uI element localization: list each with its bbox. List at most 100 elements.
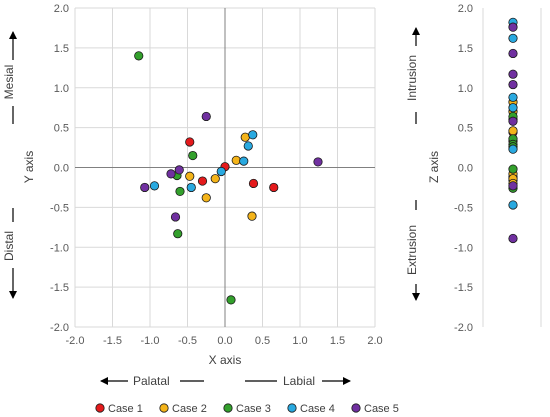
z-tick-label: -2.0: [454, 322, 473, 334]
scatter-point-case-4: [186, 182, 196, 193]
strip-point-case-5: [508, 22, 518, 32]
strip-point-case-5: [508, 69, 518, 79]
legend-marker: [287, 403, 297, 413]
strip-point-case-4: [508, 33, 518, 43]
scatter-point-case-5: [170, 212, 181, 222]
strip-point-case-4: [508, 92, 518, 102]
legend-item: Case 3: [223, 403, 271, 415]
mesial-label: Mesial: [2, 65, 16, 100]
legend-marker: [351, 403, 361, 413]
z-tick-label: -1.5: [454, 282, 473, 294]
intrusion-label: Intrusion: [405, 55, 419, 101]
scatter-y-tick-labels: -2.0 -1.5 -1.0 -0.5 0.0 0.5 1.0 1.5 2.0: [50, 3, 69, 334]
legend-label: Case 4: [300, 403, 335, 415]
scatter-point-case-1: [185, 137, 195, 147]
legend-label: Case 3: [236, 403, 271, 415]
strip-point-case-5: [508, 233, 518, 244]
strip-point-case-2: [508, 126, 518, 136]
scatter-point-case-2: [210, 174, 220, 184]
z-tick-label: 0.0: [458, 163, 473, 175]
scatter-point-case-3: [188, 150, 198, 161]
scatter-point-case-5: [140, 182, 150, 193]
x-tick-label: -1.5: [103, 335, 122, 347]
scatter-point-case-3: [226, 295, 236, 305]
scatter-point-case-5: [166, 169, 176, 179]
labial-label: Labial: [283, 374, 315, 388]
scatter-point-case-4: [248, 130, 258, 140]
scatter-point-case-2: [201, 193, 211, 203]
strip-point-case-5: [508, 181, 518, 191]
y-tick-label: -0.5: [50, 202, 69, 214]
strip-point-case-3: [508, 164, 518, 174]
z-tick-label: 1.5: [458, 43, 473, 55]
legend-marker: [95, 403, 105, 413]
scatter-point-case-5: [201, 111, 211, 122]
scatter-point-case-2: [247, 211, 257, 221]
legend-item: Case 5: [351, 403, 399, 415]
scatter-plot-xy: -2.0 -1.5 -1.0 -0.5 0.0 0.5 1.0 1.5 2.0 -2.0 -1.5…: [22, 3, 383, 367]
legend-label: Case 5: [364, 403, 399, 415]
extrusion-label: Extrusion: [405, 225, 419, 275]
strip-point-case-4: [508, 200, 518, 210]
scatter-x-tick-labels: -2.0 -1.5 -1.0 -0.5 0.0 0.5 1.0 1.5 2.0: [66, 335, 383, 347]
strip-plot-z: -2.0 -1.5 -1.0 -0.5 0.0 0.5 1.0 1.5 2.0 Z axis: [427, 3, 542, 334]
strip-point-case-4: [508, 103, 518, 113]
strip-frame: [482, 8, 542, 327]
direction-annotations: Mesial Distal Palatal Labial: [2, 31, 351, 388]
y-axis-title: Y axis: [22, 151, 36, 183]
scatter-point-case-2: [231, 155, 241, 165]
scatter-points: [134, 51, 323, 305]
legend: Case 1 Case 2 Case 3 Case 4 Case 5: [95, 403, 399, 415]
y-tick-label: 0.5: [54, 123, 69, 135]
legend-item: Case 2: [159, 403, 207, 415]
z-tick-label: 0.5: [458, 123, 473, 135]
legend-marker: [159, 403, 169, 413]
scatter-point-case-3: [175, 186, 185, 197]
legend-label: Case 1: [108, 403, 143, 415]
scatter-point-case-4: [239, 156, 249, 166]
z-tick-labels: -2.0 -1.5 -1.0 -0.5 0.0 0.5 1.0 1.5 2.0: [454, 3, 473, 334]
y-tick-label: -1.5: [50, 282, 69, 294]
scatter-point-case-1: [248, 178, 259, 189]
x-tick-label: 2.0: [367, 335, 382, 347]
y-tick-label: 2.0: [54, 3, 69, 15]
strip-point-case-5: [508, 48, 518, 59]
z-axis-title: Z axis: [427, 151, 441, 183]
palatal-label: Palatal: [133, 374, 170, 388]
legend-item: Case 1: [95, 403, 143, 415]
legend-marker: [223, 403, 233, 413]
legend-label: Case 2: [172, 403, 207, 415]
y-tick-label: 0.0: [54, 163, 69, 175]
scatter-point-case-1: [269, 182, 279, 193]
scatter-point-case-2: [185, 171, 195, 181]
x-axis-title: X axis: [209, 353, 242, 367]
z-direction-annotations: Intrusion Extrusion: [405, 27, 420, 301]
x-tick-label: 0.0: [217, 335, 232, 347]
y-tick-label: 1.5: [54, 43, 69, 55]
x-tick-label: -0.5: [178, 335, 197, 347]
y-tick-label: -1.0: [50, 242, 69, 254]
legend-item: Case 4: [287, 403, 335, 415]
scatter-point-case-1: [197, 176, 208, 186]
scatter-point-case-5: [174, 165, 184, 175]
strip-point-case-4: [508, 144, 518, 154]
x-tick-label: 1.5: [330, 335, 345, 347]
scatter-point-case-4: [149, 181, 160, 191]
z-tick-label: -1.0: [454, 242, 473, 254]
scatter-point-case-3: [173, 229, 183, 239]
z-tick-label: -0.5: [454, 202, 473, 214]
z-tick-label: 2.0: [458, 3, 473, 15]
distal-label: Distal: [2, 231, 16, 261]
x-tick-label: -1.0: [141, 335, 160, 347]
scatter-point-case-3: [134, 51, 144, 61]
x-tick-label: 1.0: [292, 335, 307, 347]
x-tick-label: 0.5: [255, 335, 270, 347]
strip-point-case-5: [508, 79, 518, 90]
scatter-point-case-5: [313, 157, 323, 167]
x-tick-label: -2.0: [66, 335, 85, 347]
strip-points: [508, 17, 518, 244]
z-tick-label: 1.0: [458, 83, 473, 95]
y-tick-label: -2.0: [50, 322, 69, 334]
scatter-point-case-4: [216, 166, 226, 177]
